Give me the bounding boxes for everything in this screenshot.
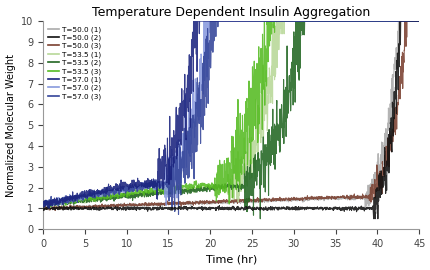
Legend: T=50.0 (1), T=50.0 (2), T=50.0 (3), T=53.5 (1), T=53.5 (2), T=53.5 (3), T=57.0 (: T=50.0 (1), T=50.0 (2), T=50.0 (3), T=53… <box>46 25 102 101</box>
Y-axis label: Normalized Molecular Weight: Normalized Molecular Weight <box>6 54 15 197</box>
X-axis label: Time (hr): Time (hr) <box>205 254 256 264</box>
Title: Temperature Dependent Insulin Aggregation: Temperature Dependent Insulin Aggregatio… <box>92 6 369 19</box>
